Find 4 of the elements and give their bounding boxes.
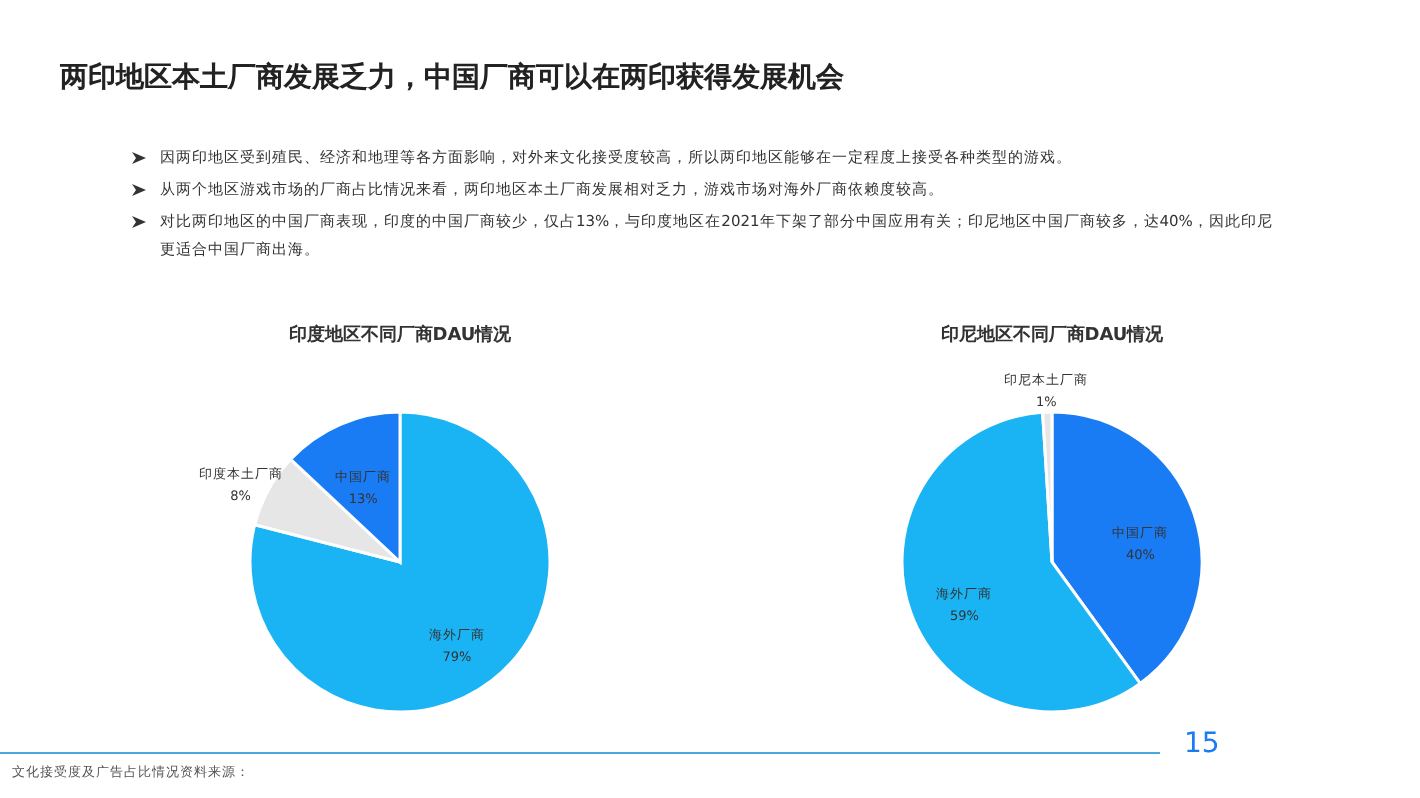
chart-title: 印度地区不同厂商DAU情况 <box>288 324 514 346</box>
text: 15 <box>1184 728 1220 760</box>
text: 两印地区本土厂商发展乏力，中国厂商可以在两印获得发展机会 <box>60 60 844 96</box>
chart-title: 印尼地区不同厂商DAU情况 <box>940 324 1166 346</box>
